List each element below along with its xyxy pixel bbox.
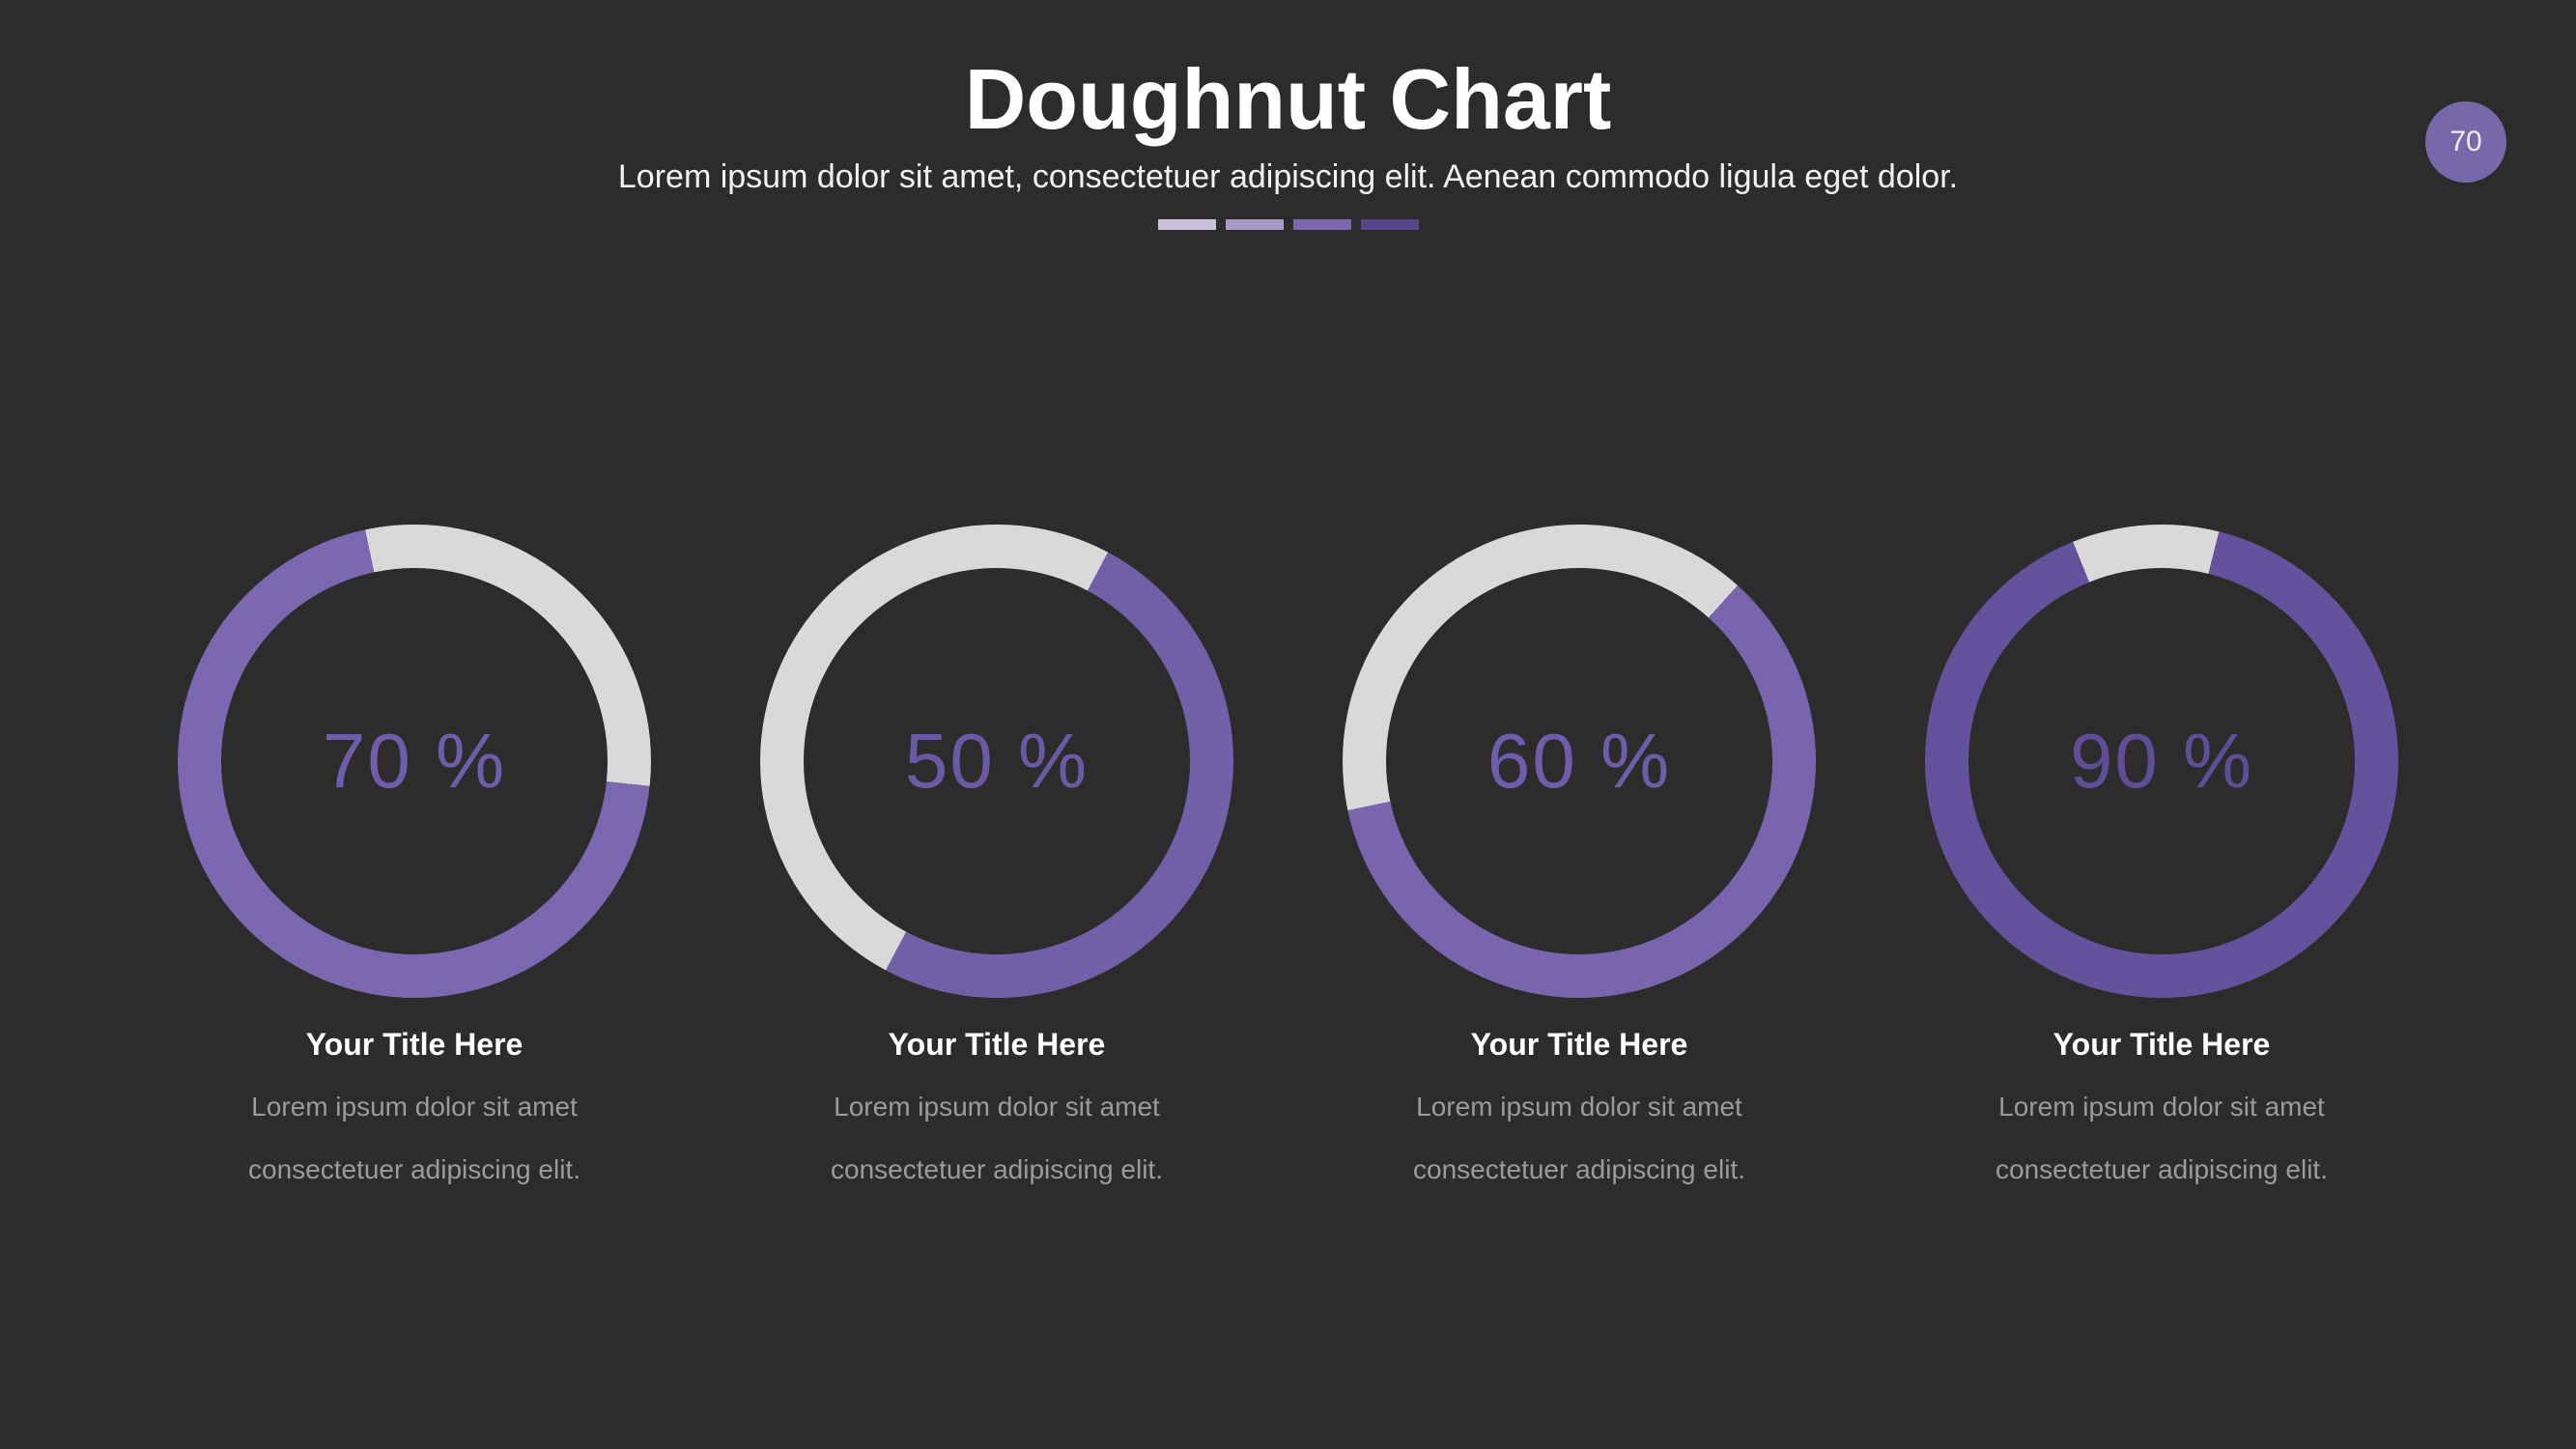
percent-label: 60 % (1486, 718, 1672, 804)
doughnut-charts-row: 70 % Your Title Here Lorem ipsum dolor s… (0, 525, 2576, 1202)
chart-column-2: 50 % Your Title Here Lorem ipsum dolor s… (760, 525, 1233, 1202)
divider-dash (1360, 219, 1419, 231)
doughnut-hole (804, 568, 1190, 954)
percent-label: 50 % (904, 718, 1090, 804)
doughnut-hole (221, 568, 608, 954)
chart-description: Lorem ipsum dolor sit amet consectetuer … (831, 1092, 1163, 1184)
divider-dash (1157, 219, 1216, 231)
chart-title: Your Title Here (2052, 1027, 2271, 1062)
doughnut-chart-50: 50 % (760, 525, 1233, 998)
percent-label: 90 % (2069, 718, 2254, 804)
doughnut-chart-90: 90 % (1925, 525, 2398, 998)
doughnut-hole (1968, 568, 2355, 954)
doughnut-chart-70: 70 % (178, 525, 651, 998)
divider-dash (1225, 219, 1284, 231)
chart-column-4: 90 % Your Title Here Lorem ipsum dolor s… (1925, 525, 2398, 1202)
doughnut-hole (1386, 568, 1772, 954)
page-title: Doughnut Chart (964, 51, 1612, 147)
chart-description: Lorem ipsum dolor sit amet consectetuer … (248, 1092, 580, 1184)
doughnut-chart-60: 60 % (1343, 525, 1816, 998)
chart-description: Lorem ipsum dolor sit amet consectetuer … (1996, 1092, 2328, 1184)
chart-title: Your Title Here (1470, 1027, 1688, 1062)
slide-number-label: 70 (2449, 126, 2482, 157)
divider-dashes (0, 219, 2576, 231)
slide-number-badge: 70 (2425, 101, 2506, 183)
chart-description: Lorem ipsum dolor sit amet consectetuer … (1413, 1092, 1745, 1184)
chart-column-3: 60 % Your Title Here Lorem ipsum dolor s… (1343, 525, 1816, 1202)
chart-column-1: 70 % Your Title Here Lorem ipsum dolor s… (178, 525, 651, 1202)
chart-title: Your Title Here (888, 1027, 1106, 1062)
divider-dash (1292, 219, 1351, 231)
percent-label: 70 % (322, 718, 507, 804)
chart-title: Your Title Here (305, 1027, 524, 1062)
slide-subtitle: Lorem ipsum dolor sit amet, consectetuer… (617, 158, 1959, 196)
slide-header: Doughnut Chart Lorem ipsum dolor sit ame… (0, 50, 2576, 231)
